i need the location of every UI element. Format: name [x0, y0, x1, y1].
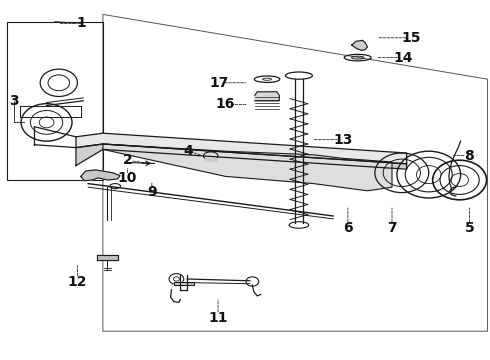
Polygon shape	[81, 170, 120, 181]
Polygon shape	[103, 144, 392, 191]
Text: 3: 3	[9, 94, 19, 108]
Text: 10: 10	[118, 171, 137, 185]
Polygon shape	[352, 40, 368, 50]
Text: 13: 13	[333, 133, 353, 147]
Text: 15: 15	[402, 31, 421, 45]
Text: 16: 16	[216, 98, 235, 111]
Text: 1: 1	[76, 17, 86, 30]
Text: 6: 6	[343, 221, 353, 234]
Polygon shape	[76, 133, 407, 164]
Text: 7: 7	[387, 221, 397, 234]
Polygon shape	[97, 255, 118, 260]
Text: 9: 9	[147, 185, 157, 198]
Text: 17: 17	[209, 76, 229, 90]
Text: 11: 11	[208, 311, 228, 324]
Text: 5: 5	[465, 221, 474, 234]
Text: 14: 14	[393, 51, 413, 64]
Text: 2: 2	[122, 153, 132, 167]
Text: 4: 4	[184, 144, 194, 158]
Polygon shape	[205, 158, 217, 161]
Text: 8: 8	[465, 149, 474, 162]
Text: 12: 12	[68, 275, 87, 288]
Polygon shape	[76, 144, 407, 169]
Bar	[7, 22, 103, 180]
Polygon shape	[255, 92, 279, 101]
Polygon shape	[174, 282, 194, 285]
